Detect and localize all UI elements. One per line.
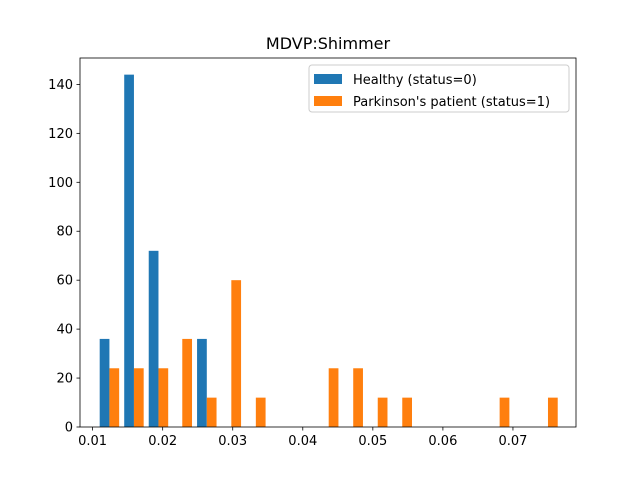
y-tick-label: 20 — [56, 372, 73, 387]
chart-title: MDVP:Shimmer — [266, 34, 391, 53]
bar — [109, 368, 120, 427]
legend-swatch — [314, 74, 342, 84]
bar — [231, 280, 242, 427]
x-tick-label: 0.04 — [288, 434, 317, 449]
bar — [402, 397, 412, 427]
legend-label: Parkinson's patient (status=1) — [353, 95, 550, 110]
bars-layer — [99, 74, 558, 427]
x-tick-label: 0.02 — [148, 434, 177, 449]
bar — [124, 74, 134, 427]
y-tick-label: 80 — [56, 225, 73, 240]
legend-label: Healthy (status=0) — [353, 73, 477, 88]
series-2-bars — [109, 280, 558, 427]
bar — [206, 397, 217, 427]
legend-box — [308, 64, 570, 113]
bar — [255, 397, 266, 427]
bar — [133, 368, 144, 427]
legend: Healthy (status=0) Parkinson's patient (s… — [308, 64, 570, 113]
bar — [148, 250, 159, 427]
x-tick-label: 0.01 — [78, 434, 107, 449]
y-tick-label: 140 — [48, 78, 73, 93]
bar — [547, 397, 558, 427]
y-tick-label: 0 — [65, 421, 73, 436]
bar — [499, 397, 510, 427]
y-tick-label: 120 — [48, 127, 73, 142]
y-tick-label: 100 — [48, 176, 73, 191]
bar — [353, 368, 363, 427]
x-tick-label: 0.03 — [218, 434, 247, 449]
axes-layer: 0.01 0.02 0.03 0.04 0.05 0.06 0.07 0 20 40 60 80 100… — [48, 57, 577, 449]
x-tick-label: 0.07 — [498, 434, 527, 449]
y-tick-label: 40 — [56, 323, 73, 338]
plot-frame — [79, 57, 577, 428]
bar — [328, 368, 339, 427]
x-tick-label: 0.06 — [428, 434, 457, 449]
y-tick-label: 60 — [56, 274, 73, 289]
bar — [99, 338, 110, 427]
bar — [158, 368, 169, 427]
legend-swatch — [314, 96, 342, 106]
x-tick-label: 0.05 — [358, 434, 387, 449]
bar — [377, 397, 388, 427]
bar — [197, 338, 207, 427]
series-1-bars — [99, 74, 207, 427]
bar — [182, 338, 193, 427]
